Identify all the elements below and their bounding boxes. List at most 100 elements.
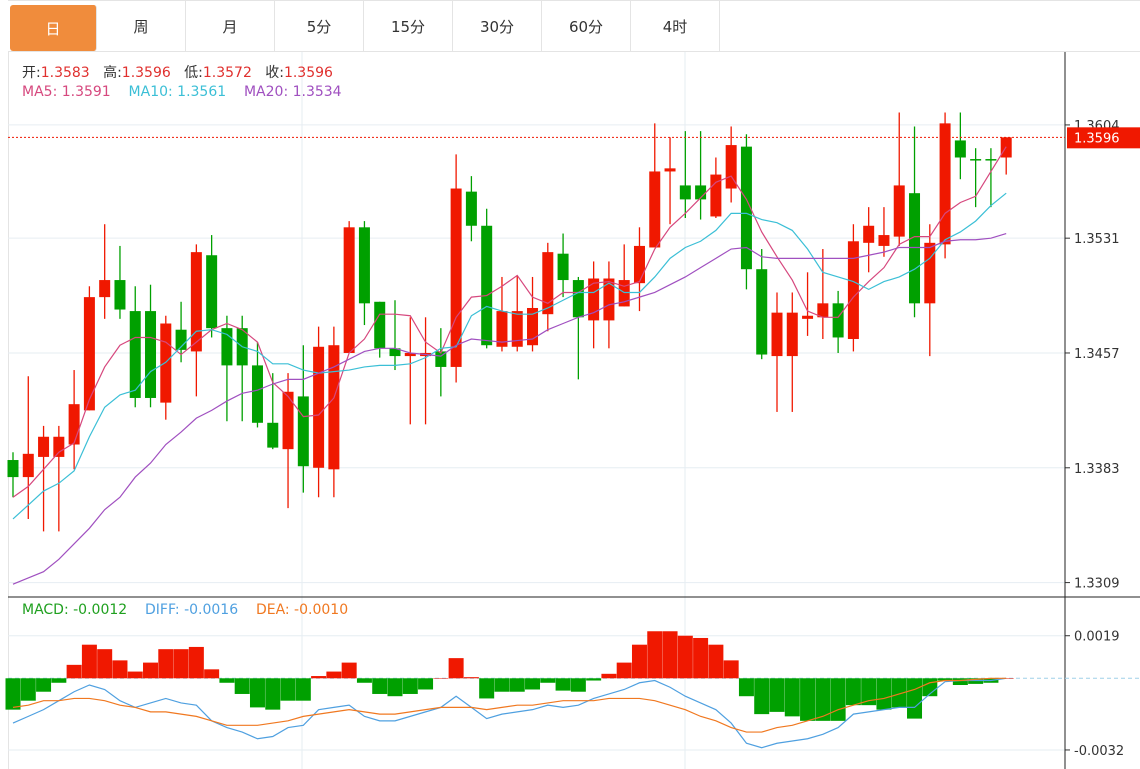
macd-bar [234, 678, 250, 694]
macd-bar [249, 678, 265, 708]
macd-bar [81, 644, 97, 679]
macd-bar [479, 678, 495, 699]
tab-month[interactable]: 月 [186, 1, 275, 51]
candle [343, 221, 355, 353]
candle-body [557, 253, 569, 281]
tab-week[interactable]: 周 [97, 1, 186, 51]
candle [465, 176, 477, 242]
ma5-line [12, 146, 1007, 498]
candle-body [68, 404, 80, 445]
candle [190, 244, 202, 397]
price-axis-label: 1.3531 [1074, 232, 1120, 247]
candle-body [145, 311, 157, 398]
macd-bar [647, 631, 663, 679]
chart-left-border [8, 52, 9, 769]
dea-legend-value: DEA: -0.0010 [255, 602, 349, 618]
tab-15min[interactable]: 15分 [364, 1, 453, 51]
candle [358, 221, 370, 326]
candle [206, 235, 218, 338]
candle-body [313, 346, 325, 468]
candle [725, 126, 737, 203]
candle [970, 148, 982, 208]
candle [328, 326, 340, 498]
candle-body [985, 159, 997, 161]
candle-body [343, 227, 355, 353]
candle [542, 242, 554, 332]
candlestick-chart[interactable]: 1.36041.35311.34571.33831.33090.0019-0.0… [0, 52, 1140, 769]
candle-body [710, 174, 722, 217]
macd-legend: MACD: -0.0012 DIFF: -0.0016 DEA: -0.0010 [22, 602, 348, 618]
tab-4hour[interactable]: 4时 [631, 1, 720, 51]
candle-body [970, 159, 982, 161]
macd-bar [402, 678, 418, 694]
candle-body [679, 185, 691, 200]
candle [878, 207, 890, 257]
candle-body [175, 329, 187, 350]
candle-body [633, 245, 645, 284]
macd-legend-value: MACD: -0.0012 [22, 602, 128, 618]
candle-body [374, 301, 386, 349]
candle [160, 315, 172, 420]
candle [236, 315, 248, 422]
period-tabs: 日 周 月 5分 15分 30分 60分 4时 [8, 0, 1140, 52]
macd-bar [311, 676, 327, 679]
tab-day[interactable]: 日 [10, 5, 97, 51]
macd-bar [326, 671, 342, 679]
candle-body [53, 436, 65, 457]
macd-bar [173, 649, 189, 679]
macd-bar [188, 646, 204, 679]
current-price-tag [1067, 127, 1140, 149]
candle [404, 317, 416, 425]
candle-body [206, 255, 218, 329]
candle-body [358, 227, 370, 304]
candle-body [160, 323, 172, 403]
candle [420, 317, 432, 425]
macd-bar [845, 678, 861, 706]
macd-bar [555, 678, 571, 691]
candle-body [725, 145, 737, 189]
candle-body [588, 278, 600, 321]
candle-body [542, 252, 554, 315]
low-label: 低: [184, 65, 203, 81]
open-label: 开: [22, 65, 41, 81]
candle-body [481, 225, 493, 346]
macd-bar [387, 678, 403, 697]
candle [511, 275, 523, 352]
price-axis-label: 1.3309 [1074, 577, 1120, 592]
candle [664, 137, 676, 225]
candle [22, 376, 34, 519]
diff-line [12, 677, 1007, 749]
macd-bar [738, 678, 754, 697]
high-label: 高: [103, 65, 122, 81]
candle [389, 300, 401, 371]
macd-bar [769, 678, 785, 712]
macd-bar [662, 631, 678, 679]
macd-bar [616, 662, 632, 679]
tab-30min[interactable]: 30分 [453, 1, 542, 51]
macd-bar [112, 660, 128, 679]
macd-bar [418, 678, 434, 690]
candle [771, 292, 783, 412]
macd-bar [219, 678, 235, 683]
macd-bar [265, 678, 281, 710]
candle [695, 131, 707, 220]
candle-body [267, 422, 279, 448]
candle-body [954, 140, 966, 158]
macd-bar [143, 662, 159, 679]
candle-body [99, 280, 111, 298]
macd-bar [36, 678, 52, 692]
candle-body [924, 242, 936, 304]
macd-bar [66, 664, 82, 679]
ma20-legend: MA20: 1.3534 [243, 84, 342, 100]
candle-body [909, 193, 921, 304]
candle [297, 345, 309, 493]
tab-5min[interactable]: 5分 [275, 1, 364, 51]
tab-60min[interactable]: 60分 [542, 1, 631, 51]
candle [83, 286, 95, 411]
macd-bar [51, 678, 67, 683]
dea-line [12, 677, 1007, 733]
ma10-legend: MA10: 1.3561 [128, 84, 227, 100]
candle [786, 292, 798, 412]
candle-body [939, 123, 951, 245]
candle [588, 261, 600, 349]
